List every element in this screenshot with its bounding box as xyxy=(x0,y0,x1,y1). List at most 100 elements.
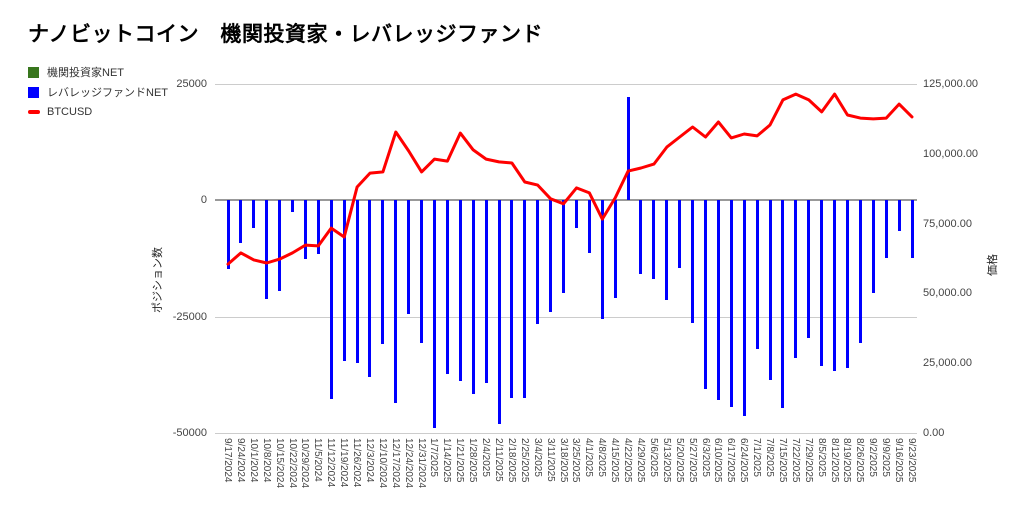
bar-leverage-net[interactable] xyxy=(768,200,772,380)
x-axis-tick-label: 8/12/2025 xyxy=(828,438,840,483)
x-axis-tick-label: 9/9/2025 xyxy=(880,438,892,477)
x-axis-tick-label: 9/17/2024 xyxy=(222,438,233,483)
bar-leverage-net[interactable] xyxy=(742,200,746,416)
x-axis-tick-label: 2/25/2025 xyxy=(518,438,530,483)
x-axis-tick-label: 5/13/2025 xyxy=(660,438,672,483)
x-axis-tick-label: 1/14/2025 xyxy=(441,438,453,483)
bar-leverage-net[interactable] xyxy=(471,200,475,394)
bar-leverage-net[interactable] xyxy=(303,200,307,259)
x-axis-tick-label: 7/15/2025 xyxy=(776,438,788,483)
bar-leverage-net[interactable] xyxy=(910,200,914,259)
bar-leverage-net[interactable] xyxy=(497,200,501,424)
bar-leverage-net[interactable] xyxy=(755,200,759,349)
left-axis-tick-label: 0 xyxy=(200,194,207,207)
bar-leverage-net[interactable] xyxy=(458,200,462,381)
x-axis-tick-label: 9/23/2025 xyxy=(906,438,917,483)
bar-leverage-net[interactable] xyxy=(252,200,256,228)
bar-leverage-net[interactable] xyxy=(781,200,785,408)
left-axis-tick-label: 25000 xyxy=(176,78,207,90)
left-axis-tick-label: -25000 xyxy=(172,310,207,323)
legend-item-0[interactable]: 機関投資家NET xyxy=(28,62,168,82)
x-axis-tick-label: 8/19/2025 xyxy=(841,438,853,483)
x-axis-tick-label: 7/8/2025 xyxy=(764,438,776,477)
bar-leverage-net[interactable] xyxy=(626,96,630,201)
bar-leverage-net[interactable] xyxy=(381,200,385,344)
left-axis-title: ポジション数 xyxy=(152,247,164,313)
bar-leverage-net[interactable] xyxy=(265,200,269,299)
bar-leverage-net[interactable] xyxy=(665,200,669,300)
btcusd-line[interactable] xyxy=(226,92,914,266)
bar-leverage-net[interactable] xyxy=(407,200,411,314)
bar-leverage-net[interactable] xyxy=(845,200,849,368)
bar-leverage-net[interactable] xyxy=(639,200,643,274)
bar-leverage-net[interactable] xyxy=(574,200,578,228)
x-axis-tick-label: 6/17/2025 xyxy=(725,438,737,483)
chart-legend: 機関投資家NET レバレッジファンドNET BTCUSD xyxy=(28,62,168,122)
bar-leverage-net[interactable] xyxy=(652,200,656,279)
bar-leverage-net[interactable] xyxy=(833,200,837,372)
x-axis-tick-label: 1/7/2025 xyxy=(428,438,440,477)
bar-leverage-net[interactable] xyxy=(420,200,424,343)
bar-leverage-net[interactable] xyxy=(871,200,875,293)
x-axis-tick-label: 8/26/2025 xyxy=(854,438,866,483)
bar-leverage-net[interactable] xyxy=(484,200,488,383)
x-axis-tick-label: 4/22/2025 xyxy=(622,438,634,483)
bar-leverage-net[interactable] xyxy=(897,200,901,232)
bar-leverage-net[interactable] xyxy=(691,200,695,323)
bar-leverage-net[interactable] xyxy=(523,200,527,398)
right-axis-tick-label: 25,000.00 xyxy=(923,357,972,370)
x-axis-tick-label: 3/25/2025 xyxy=(570,438,582,483)
bar-leverage-net[interactable] xyxy=(678,200,682,268)
x-axis-tick-label: 10/29/2024 xyxy=(299,438,311,489)
x-axis-tick-label: 9/2/2025 xyxy=(867,438,879,477)
bar-leverage-net[interactable] xyxy=(807,200,811,338)
bar-leverage-net[interactable] xyxy=(716,200,720,400)
bar-leverage-net[interactable] xyxy=(329,200,333,400)
bar-leverage-net[interactable] xyxy=(549,200,553,312)
bar-leverage-net[interactable] xyxy=(510,200,514,398)
x-axis-tick-label: 12/10/2024 xyxy=(376,438,388,489)
bar-leverage-net[interactable] xyxy=(820,200,824,366)
bar-leverage-net[interactable] xyxy=(278,200,282,291)
x-axis-tick-label: 5/20/2025 xyxy=(673,438,685,483)
right-axis-tick-label: 0.00 xyxy=(923,427,945,439)
bar-leverage-net[interactable] xyxy=(291,200,295,212)
x-axis-tick-label: 4/1/2025 xyxy=(583,438,595,477)
x-axis-tick-label: 7/22/2025 xyxy=(789,438,801,483)
legend-item-2[interactable]: BTCUSD xyxy=(28,102,168,122)
x-axis-tick-label: 6/10/2025 xyxy=(712,438,724,483)
bar-leverage-net[interactable] xyxy=(600,200,604,319)
bar-leverage-net[interactable] xyxy=(704,200,707,389)
bar-leverage-net[interactable] xyxy=(794,200,798,359)
bar-leverage-net[interactable] xyxy=(587,200,591,253)
legend-label: レバレッジファンドNET xyxy=(47,87,168,99)
bar-leverage-net[interactable] xyxy=(562,200,566,293)
bar-leverage-net[interactable] xyxy=(355,200,359,363)
bar-leverage-net[interactable] xyxy=(432,200,436,428)
x-axis-tick-label: 6/24/2025 xyxy=(738,438,750,483)
x-axis-tick-label: 10/22/2024 xyxy=(286,438,298,489)
bar-leverage-net[interactable] xyxy=(342,200,346,361)
bar-leverage-net[interactable] xyxy=(445,200,449,374)
legend-item-1[interactable]: レバレッジファンドNET xyxy=(28,82,168,102)
bar-leverage-net[interactable] xyxy=(536,200,540,324)
right-axis-tick-label: 100,000.00 xyxy=(923,147,979,160)
left-axis-tick-label: -50000 xyxy=(172,427,207,439)
x-axis-tick-label: 7/1/2025 xyxy=(751,438,763,477)
chart-title: ナノビットコイン 機関投資家・レバレッジファンド xyxy=(28,23,543,46)
x-axis-tick-label: 12/3/2024 xyxy=(363,438,375,483)
bar-leverage-net[interactable] xyxy=(368,200,372,377)
right-axis-title: 価格 xyxy=(987,254,999,276)
bar-leverage-net[interactable] xyxy=(613,200,617,298)
bar-leverage-net[interactable] xyxy=(884,200,888,259)
bar-leverage-net[interactable] xyxy=(858,200,862,343)
bar-leverage-net[interactable] xyxy=(729,200,733,407)
legend-swatch-icon xyxy=(28,110,40,114)
x-axis-tick-label: 8/5/2025 xyxy=(815,438,827,477)
gridline xyxy=(215,84,917,85)
x-axis-tick-label: 7/29/2025 xyxy=(802,438,814,483)
bar-leverage-net[interactable] xyxy=(316,200,320,254)
bar-leverage-net[interactable] xyxy=(226,200,230,269)
bar-leverage-net[interactable] xyxy=(239,200,243,243)
bar-leverage-net[interactable] xyxy=(394,200,398,403)
